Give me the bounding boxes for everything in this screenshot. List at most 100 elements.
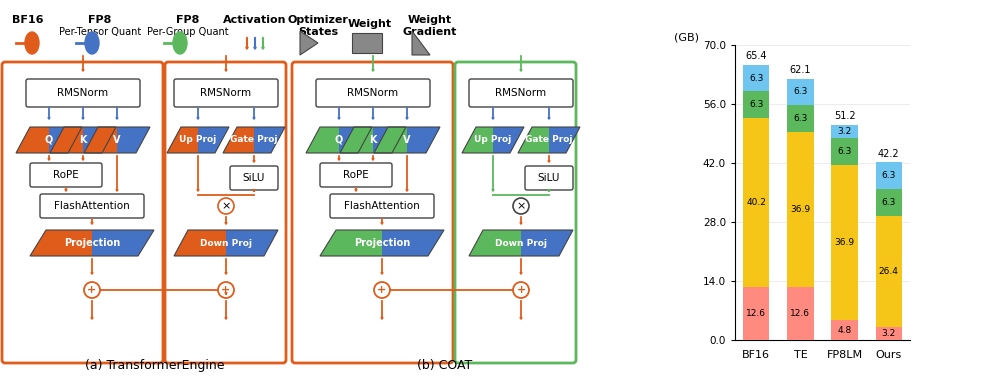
Text: SiLU: SiLU: [243, 173, 265, 183]
Bar: [787, 132, 814, 287]
Text: Gate Proj: Gate Proj: [230, 135, 278, 144]
Text: 3.2: 3.2: [882, 329, 896, 338]
Polygon shape: [320, 230, 382, 256]
Text: Activation: Activation: [223, 15, 287, 25]
Text: FP8: FP8: [176, 15, 200, 25]
Polygon shape: [549, 127, 580, 153]
Text: Projection: Projection: [64, 238, 120, 248]
Text: Q: Q: [45, 135, 53, 145]
Ellipse shape: [25, 32, 39, 54]
Bar: [352, 33, 382, 53]
Text: 65.4: 65.4: [745, 51, 767, 61]
Text: RMSNorm: RMSNorm: [495, 88, 547, 98]
Text: 6.3: 6.3: [749, 73, 763, 82]
Circle shape: [218, 198, 234, 214]
Text: 36.9: 36.9: [835, 238, 855, 247]
Text: 62.1: 62.1: [790, 65, 811, 75]
Text: Up Proj: Up Proj: [474, 135, 512, 144]
Text: 51.2: 51.2: [834, 111, 855, 121]
Bar: [743, 91, 769, 118]
Bar: [831, 138, 858, 164]
Text: Up Proj: Up Proj: [179, 135, 217, 144]
Ellipse shape: [85, 32, 99, 54]
Bar: [831, 124, 858, 138]
Text: Gate Proj: Gate Proj: [525, 135, 573, 144]
Text: +: +: [221, 285, 231, 295]
Bar: [787, 287, 814, 340]
Polygon shape: [340, 127, 373, 153]
Text: 40.2: 40.2: [746, 198, 766, 207]
Polygon shape: [469, 230, 521, 256]
Circle shape: [84, 282, 100, 298]
Text: 6.3: 6.3: [749, 100, 763, 109]
Polygon shape: [462, 127, 493, 153]
Text: Per-Tensor Quant: Per-Tensor Quant: [59, 27, 141, 37]
Text: ×: ×: [516, 201, 526, 211]
Text: K: K: [79, 135, 87, 145]
Text: FP8: FP8: [88, 15, 112, 25]
Polygon shape: [306, 127, 339, 153]
Text: 42.2: 42.2: [878, 149, 900, 159]
Text: FlashAttention: FlashAttention: [54, 201, 130, 211]
Bar: [787, 79, 814, 105]
Polygon shape: [50, 127, 83, 153]
Bar: [876, 163, 902, 189]
Polygon shape: [84, 127, 117, 153]
Text: Weight: Weight: [348, 19, 392, 29]
Text: Gradient: Gradient: [403, 27, 457, 37]
FancyBboxPatch shape: [230, 166, 278, 190]
Polygon shape: [167, 127, 198, 153]
FancyBboxPatch shape: [320, 163, 392, 187]
FancyBboxPatch shape: [330, 194, 434, 218]
Text: RoPE: RoPE: [53, 170, 79, 180]
Polygon shape: [373, 127, 406, 153]
Text: Q: Q: [335, 135, 343, 145]
Text: 26.4: 26.4: [879, 266, 899, 276]
FancyBboxPatch shape: [469, 79, 573, 107]
Text: BF16: BF16: [12, 15, 44, 25]
Polygon shape: [226, 230, 278, 256]
FancyBboxPatch shape: [316, 79, 430, 107]
Legend: Weight, Weight Gradient, Activation, Optimizer: Weight, Weight Gradient, Activation, Opt…: [924, 0, 1000, 1]
Polygon shape: [223, 127, 254, 153]
Polygon shape: [521, 230, 573, 256]
Bar: [743, 118, 769, 287]
Text: 6.3: 6.3: [882, 171, 896, 180]
Text: 12.6: 12.6: [746, 309, 766, 318]
Polygon shape: [16, 127, 49, 153]
Text: Per-Group Quant: Per-Group Quant: [147, 27, 229, 37]
FancyBboxPatch shape: [26, 79, 140, 107]
FancyBboxPatch shape: [40, 194, 144, 218]
Text: (a) TransformerEngine: (a) TransformerEngine: [85, 359, 225, 372]
FancyBboxPatch shape: [174, 79, 278, 107]
Bar: [831, 164, 858, 320]
Text: RoPE: RoPE: [343, 170, 369, 180]
Bar: [876, 215, 902, 327]
Polygon shape: [382, 230, 444, 256]
Text: Down Proj: Down Proj: [495, 239, 547, 248]
Polygon shape: [407, 127, 440, 153]
Text: V: V: [113, 135, 121, 145]
Circle shape: [374, 282, 390, 298]
Text: States: States: [298, 27, 338, 37]
Text: 6.3: 6.3: [837, 147, 852, 156]
Text: Weight: Weight: [408, 15, 452, 25]
Polygon shape: [493, 127, 524, 153]
Text: (GB): (GB): [674, 33, 699, 42]
Polygon shape: [198, 127, 229, 153]
Text: +: +: [87, 285, 97, 295]
Polygon shape: [92, 230, 154, 256]
Text: Projection: Projection: [354, 238, 410, 248]
Text: 6.3: 6.3: [793, 87, 808, 96]
Polygon shape: [30, 230, 92, 256]
Polygon shape: [412, 31, 430, 55]
Text: Optimizer: Optimizer: [288, 15, 348, 25]
Text: 36.9: 36.9: [790, 205, 810, 214]
Text: ×: ×: [221, 201, 231, 211]
Text: Down Proj: Down Proj: [200, 239, 252, 248]
Text: 6.3: 6.3: [882, 198, 896, 207]
Polygon shape: [83, 127, 116, 153]
Bar: [876, 327, 902, 340]
Circle shape: [513, 198, 529, 214]
Text: RMSNorm: RMSNorm: [200, 88, 252, 98]
